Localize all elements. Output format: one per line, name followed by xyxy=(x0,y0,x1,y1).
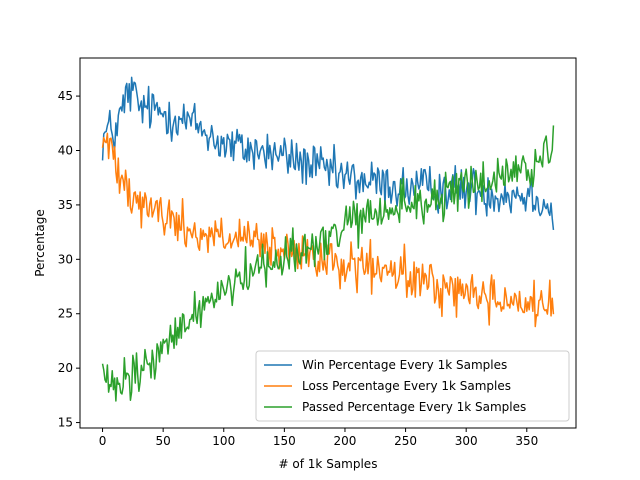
x-tick-label: 350 xyxy=(515,434,538,448)
y-tick-label: 20 xyxy=(58,361,73,375)
y-tick-label: 45 xyxy=(58,89,73,103)
series-layer xyxy=(101,76,555,402)
y-tick-label: 40 xyxy=(58,144,73,158)
x-tick-label: 50 xyxy=(156,434,171,448)
x-axis-title: # of 1k Samples xyxy=(279,457,378,471)
x-tick-label: 150 xyxy=(273,434,296,448)
legend-box xyxy=(255,350,570,422)
legend: Win Percentage Every 1k Samples Loss Perc… xyxy=(255,350,570,422)
series-line-3 xyxy=(101,125,555,402)
x-tick-label: 250 xyxy=(394,434,417,448)
series-line-1 xyxy=(101,76,555,231)
x-axis-ticks: 0 50 100 150 200 250 300 350 xyxy=(99,428,538,448)
legend-label-1: Win Percentage Every 1k Samples xyxy=(302,358,507,372)
y-axis-ticks: 15 20 25 30 35 40 45 xyxy=(58,89,80,430)
x-tick-label: 0 xyxy=(99,434,107,448)
plot-frame xyxy=(79,57,577,429)
x-tick-label: 200 xyxy=(334,434,357,448)
y-tick-label: 30 xyxy=(58,252,73,266)
legend-label-3: Passed Percentage Every 1k Samples xyxy=(302,400,526,414)
x-tick-label: 100 xyxy=(212,434,235,448)
y-tick-label: 15 xyxy=(58,416,73,430)
y-tick-label: 35 xyxy=(58,198,73,212)
y-axis-title: Percentage xyxy=(33,209,47,277)
y-tick-label: 25 xyxy=(58,307,73,321)
x-tick-label: 300 xyxy=(455,434,478,448)
legend-label-2: Loss Percentage Every 1k Samples xyxy=(302,379,511,393)
